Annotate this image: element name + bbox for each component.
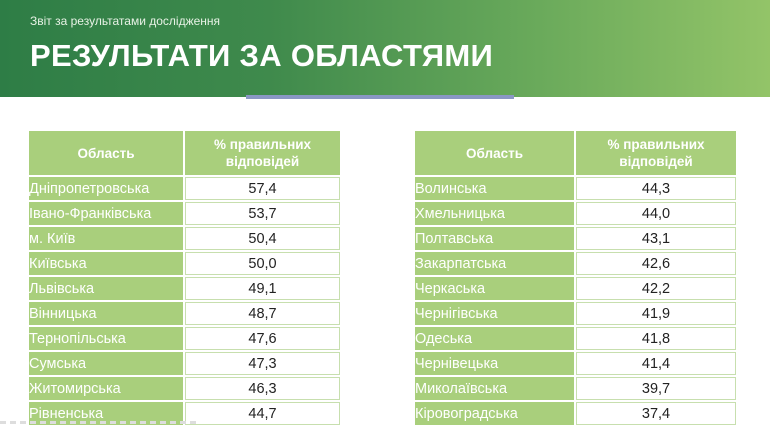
report-subtitle: Звіт за результатами дослідження: [30, 14, 221, 28]
percent-value-cell: 46,3: [185, 377, 340, 400]
percent-value-cell: 41,4: [576, 352, 736, 375]
percent-value-cell: 42,2: [576, 277, 736, 300]
region-name-cell: м. Київ: [29, 227, 183, 250]
table-row: Миколаївська 39,7: [415, 377, 736, 400]
column-header-percent-line2: відповідей: [225, 154, 300, 169]
region-name-cell: Львівська: [29, 277, 183, 300]
table-row: Житомирська 46,3: [29, 377, 340, 400]
table-row: Дніпропетровська 57,4: [29, 177, 340, 200]
percent-value-cell: 42,6: [576, 252, 736, 275]
table-row: Полтавська 43,1: [415, 227, 736, 250]
column-header-percent: % правильних відповідей: [576, 131, 736, 175]
percent-value-cell: 44,7: [185, 402, 340, 425]
region-name-cell: Волинська: [415, 177, 574, 200]
table-row: Кіровоградська 37,4: [415, 402, 736, 425]
region-name-cell: Чернігівська: [415, 302, 574, 325]
table-row: Львівська 49,1: [29, 277, 340, 300]
table-row: м. Київ 50,4: [29, 227, 340, 250]
table-row: Закарпатська 42,6: [415, 252, 736, 275]
table-header-row: Область % правильних відповідей: [415, 131, 736, 175]
table-row: Чернігівська 41,9: [415, 302, 736, 325]
percent-value-cell: 37,4: [576, 402, 736, 425]
column-header-percent-line1: % правильних: [607, 137, 705, 152]
region-name-cell: Закарпатська: [415, 252, 574, 275]
percent-value-cell: 57,4: [185, 177, 340, 200]
regions-table-right: Область % правильних відповідей Волинськ…: [413, 129, 738, 427]
percent-value-cell: 48,7: [185, 302, 340, 325]
percent-value-cell: 49,1: [185, 277, 340, 300]
region-name-cell: Житомирська: [29, 377, 183, 400]
region-name-cell: Одеська: [415, 327, 574, 350]
region-name-cell: Кіровоградська: [415, 402, 574, 425]
column-header-percent-line1: % правильних: [213, 137, 312, 152]
table-row: Вінницька 48,7: [29, 302, 340, 325]
percent-value-cell: 47,3: [185, 352, 340, 375]
percent-value-cell: 50,4: [185, 227, 340, 250]
percent-value-cell: 41,8: [576, 327, 736, 350]
percent-value-cell: 44,0: [576, 202, 736, 225]
regions-table-left: Область % правильних відповідей Дніпропе…: [27, 129, 342, 427]
percent-value-cell: 53,7: [185, 202, 340, 225]
table-row: Волинська 44,3: [415, 177, 736, 200]
region-name-cell: Івано-Франківська: [29, 202, 183, 225]
table-row: Одеська 41,8: [415, 327, 736, 350]
footer-decoration: [0, 421, 200, 424]
percent-value-cell: 50,0: [185, 252, 340, 275]
table-row: Рівненська 44,7: [29, 402, 340, 425]
accent-divider: [246, 95, 514, 99]
percent-value-cell: 41,9: [576, 302, 736, 325]
table-row: Черкаська 42,2: [415, 277, 736, 300]
column-header-region: Область: [415, 131, 574, 175]
table-row: Київська 50,0: [29, 252, 340, 275]
column-header-region: Область: [29, 131, 183, 175]
header-banner: Звіт за результатами дослідження РЕЗУЛЬТ…: [0, 0, 770, 97]
region-name-cell: Черкаська: [415, 277, 574, 300]
table-row: Івано-Франківська 53,7: [29, 202, 340, 225]
region-name-cell: Вінницька: [29, 302, 183, 325]
percent-value-cell: 47,6: [185, 327, 340, 350]
table-row: Тернопільська 47,6: [29, 327, 340, 350]
column-header-percent: % правильних відповідей: [185, 131, 340, 175]
percent-value-cell: 43,1: [576, 227, 736, 250]
percent-value-cell: 44,3: [576, 177, 736, 200]
region-name-cell: Дніпропетровська: [29, 177, 183, 200]
table-row: Чернівецька 41,4: [415, 352, 736, 375]
table-row: Хмельницька 44,0: [415, 202, 736, 225]
region-name-cell: Полтавська: [415, 227, 574, 250]
region-name-cell: Рівненська: [29, 402, 183, 425]
region-name-cell: Сумська: [29, 352, 183, 375]
region-name-cell: Київська: [29, 252, 183, 275]
region-name-cell: Миколаївська: [415, 377, 574, 400]
table-row: Сумська 47,3: [29, 352, 340, 375]
table-header-row: Область % правильних відповідей: [29, 131, 340, 175]
page-title: РЕЗУЛЬТАТИ ЗА ОБЛАСТЯМИ: [30, 38, 494, 73]
region-name-cell: Хмельницька: [415, 202, 574, 225]
region-name-cell: Чернівецька: [415, 352, 574, 375]
column-header-percent-line2: відповідей: [619, 154, 693, 169]
region-name-cell: Тернопільська: [29, 327, 183, 350]
percent-value-cell: 39,7: [576, 377, 736, 400]
